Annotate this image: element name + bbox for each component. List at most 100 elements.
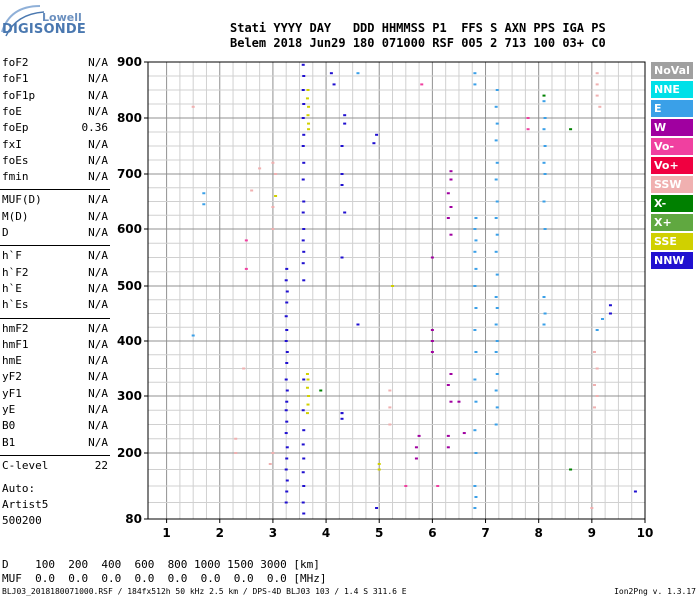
- y-tick-label: 800: [117, 111, 142, 125]
- echo-point-e: [543, 145, 547, 147]
- echo-point-e: [495, 340, 499, 342]
- auto-artist: Artist5: [2, 498, 49, 511]
- echo-point-e: [494, 105, 498, 108]
- logo-digisonde-text: DIGISONDE: [2, 22, 86, 37]
- echo-point-sse: [305, 386, 309, 389]
- header-values: Belem 2018 Jun29 180 071000 RSF 005 2 71…: [230, 36, 606, 50]
- echo-point-w: [430, 351, 434, 353]
- param-value: N/A: [88, 354, 108, 368]
- echo-point-nnw: [285, 479, 289, 482]
- echo-point-nnw: [302, 485, 306, 487]
- echo-point-sse: [307, 395, 311, 397]
- echo-point-e: [191, 334, 195, 337]
- echo-point-e: [473, 250, 477, 253]
- x-tick-label: 6: [428, 526, 436, 540]
- echo-point-ssw: [388, 389, 392, 392]
- echo-point-nnw: [301, 443, 305, 446]
- echo-point-nnw: [284, 501, 288, 504]
- echo-point-ssw: [271, 161, 275, 164]
- legend-item: SSW: [651, 176, 693, 193]
- echo-point-e: [494, 178, 498, 181]
- echo-point-e: [495, 89, 499, 91]
- param-row: yE N/A: [2, 403, 108, 419]
- echo-point-nnw: [284, 468, 288, 471]
- echo-point-nnw: [340, 184, 344, 186]
- echo-point-e: [202, 203, 206, 206]
- echo-point-e: [474, 452, 478, 454]
- echo-point-e: [494, 250, 498, 253]
- param-row: h`E N/A: [2, 282, 108, 298]
- echo-point-nnw: [301, 89, 305, 91]
- echo-point-vo-: [404, 485, 408, 487]
- param-row: M(D) N/A: [2, 210, 108, 226]
- echo-point-nnw: [285, 420, 289, 423]
- echo-point-e: [494, 423, 498, 426]
- param-name: h`F2: [2, 265, 29, 279]
- echo-point-w: [430, 340, 434, 342]
- auto-version: 500200: [2, 514, 42, 527]
- chart-points: [191, 63, 637, 515]
- echo-point-nnw: [633, 490, 637, 493]
- echo-point-nnw: [301, 501, 305, 504]
- param-name: MUF(D): [2, 193, 42, 207]
- muf-distance-row: D 100 200 400 600 800 1000 1500 3000 [km…: [2, 558, 320, 571]
- param-value: N/A: [88, 249, 108, 263]
- param-row: fmin N/A: [2, 170, 108, 186]
- echo-point-nnw: [285, 267, 289, 270]
- param-name: foE: [2, 104, 22, 118]
- echo-point-w: [446, 446, 450, 449]
- x-tick-label: 1: [162, 526, 170, 540]
- echo-point-vo-: [244, 267, 248, 270]
- param-name: yF1: [2, 386, 22, 400]
- echo-point-nnw: [356, 323, 360, 326]
- header-columns: Stati YYYY DAY DDD HHMMSS P1 FFS S AXN P…: [230, 21, 606, 35]
- echo-point-w: [430, 256, 434, 259]
- param-value: N/A: [88, 265, 108, 279]
- echo-point-sse: [377, 463, 381, 465]
- echo-point-ssw: [388, 406, 392, 409]
- echo-point-ssw: [595, 94, 599, 97]
- echo-point-ssw: [191, 105, 195, 108]
- echo-point-sse: [306, 378, 310, 381]
- y-tick-label: 900: [117, 55, 142, 69]
- echo-point-e: [543, 117, 547, 119]
- echo-point-nnw: [285, 362, 289, 364]
- echo-point-ssw: [242, 367, 246, 370]
- echo-point-nnw: [302, 279, 306, 282]
- echo-point-nnw: [284, 432, 288, 435]
- legend-item: NNE: [651, 81, 693, 98]
- param-separator: [0, 245, 110, 247]
- echo-point-nnw: [302, 200, 306, 203]
- echo-point-e: [473, 329, 477, 331]
- param-name: yF2: [2, 370, 22, 384]
- echo-point-e: [495, 200, 499, 203]
- echo-point-ssw: [590, 507, 594, 509]
- echo-point-e: [543, 173, 547, 175]
- echo-point-nnw: [285, 351, 289, 353]
- y-tick-label: 500: [117, 279, 142, 293]
- echo-point-nnw: [302, 103, 306, 105]
- echo-point-ssw: [598, 105, 602, 108]
- echo-point-e: [495, 373, 499, 375]
- echo-point-e: [474, 307, 478, 309]
- echo-point-e: [600, 318, 604, 320]
- echo-point-nnw: [285, 457, 289, 460]
- echo-point-ssw: [258, 167, 262, 170]
- echo-point-e: [495, 307, 499, 309]
- echo-point-e: [543, 228, 547, 230]
- echo-point-nnw: [340, 256, 344, 259]
- echo-point-nnw: [301, 117, 305, 119]
- echo-point-x-: [569, 468, 573, 471]
- param-row: hmE N/A: [2, 354, 108, 370]
- echo-point-e: [542, 296, 546, 298]
- echo-point-nnw: [285, 301, 289, 304]
- param-value: N/A: [88, 403, 108, 416]
- echo-point-sse: [307, 122, 311, 125]
- echo-point-w: [449, 178, 453, 181]
- echo-point-e: [473, 285, 477, 287]
- echo-point-nnw: [284, 378, 288, 381]
- echo-point-e: [473, 485, 477, 487]
- param-name: hmE: [2, 354, 22, 368]
- echo-point-e: [474, 239, 478, 242]
- echo-point-sse: [274, 195, 278, 197]
